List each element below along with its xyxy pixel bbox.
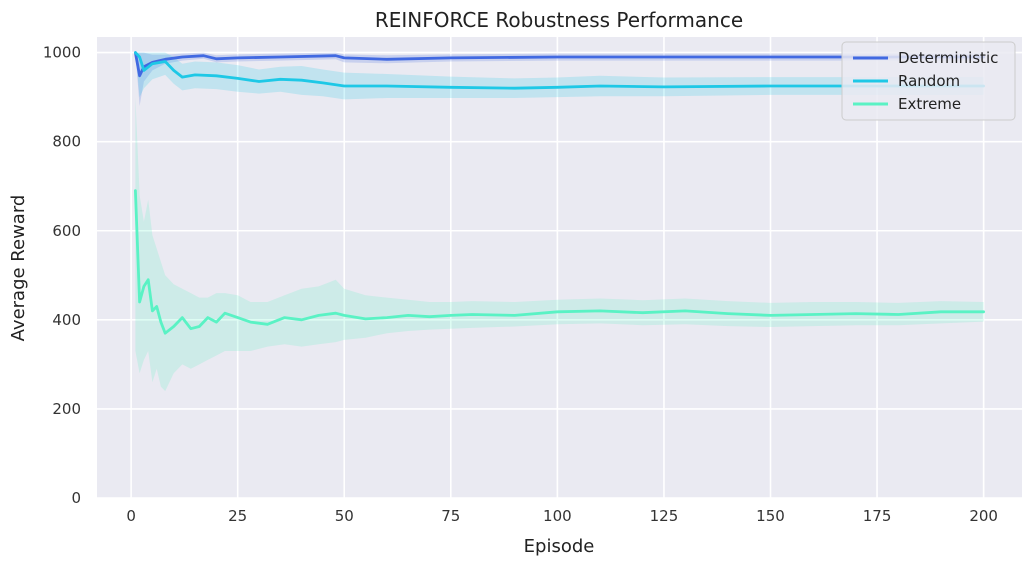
random-line: [134, 51, 985, 90]
random-band: [135, 52, 984, 100]
x-tick-label: 25: [228, 507, 247, 525]
y-tick-label: 800: [52, 133, 81, 151]
legend-label-random: Random: [898, 72, 960, 90]
y-axis-ticks: 0 200 400 600 800 1000: [43, 44, 81, 507]
legend-label-extreme: Extreme: [898, 95, 961, 113]
x-axis-ticks: 0 25 50 75 100 125 150 175 200: [126, 507, 998, 525]
legend-box: [841, 41, 1016, 121]
y-tick-label: 400: [52, 311, 81, 329]
x-tick-label: 200: [969, 507, 998, 525]
x-tick-label: 150: [756, 507, 785, 525]
legend: Deterministic Random Extreme: [841, 41, 1016, 121]
y-tick-label: 600: [52, 222, 81, 240]
legend-label-deterministic: Deterministic: [898, 49, 998, 67]
x-tick-label: 0: [126, 507, 136, 525]
x-tick-label: 75: [441, 507, 460, 525]
x-tick-label: 125: [650, 507, 679, 525]
y-axis-label: Average Reward: [8, 195, 29, 342]
chart-title: REINFORCE Robustness Performance: [375, 8, 743, 32]
x-tick-label: 100: [543, 507, 572, 525]
x-tick-label: 175: [863, 507, 892, 525]
series-lines: [134, 51, 985, 335]
extreme-band: [135, 97, 984, 392]
y-tick-label: 200: [52, 400, 81, 418]
y-tick-label: 0: [71, 489, 81, 507]
x-tick-label: 50: [335, 507, 354, 525]
extreme-line: [134, 189, 985, 335]
y-tick-label: 1000: [43, 44, 81, 62]
x-axis-label: Episode: [524, 536, 595, 557]
